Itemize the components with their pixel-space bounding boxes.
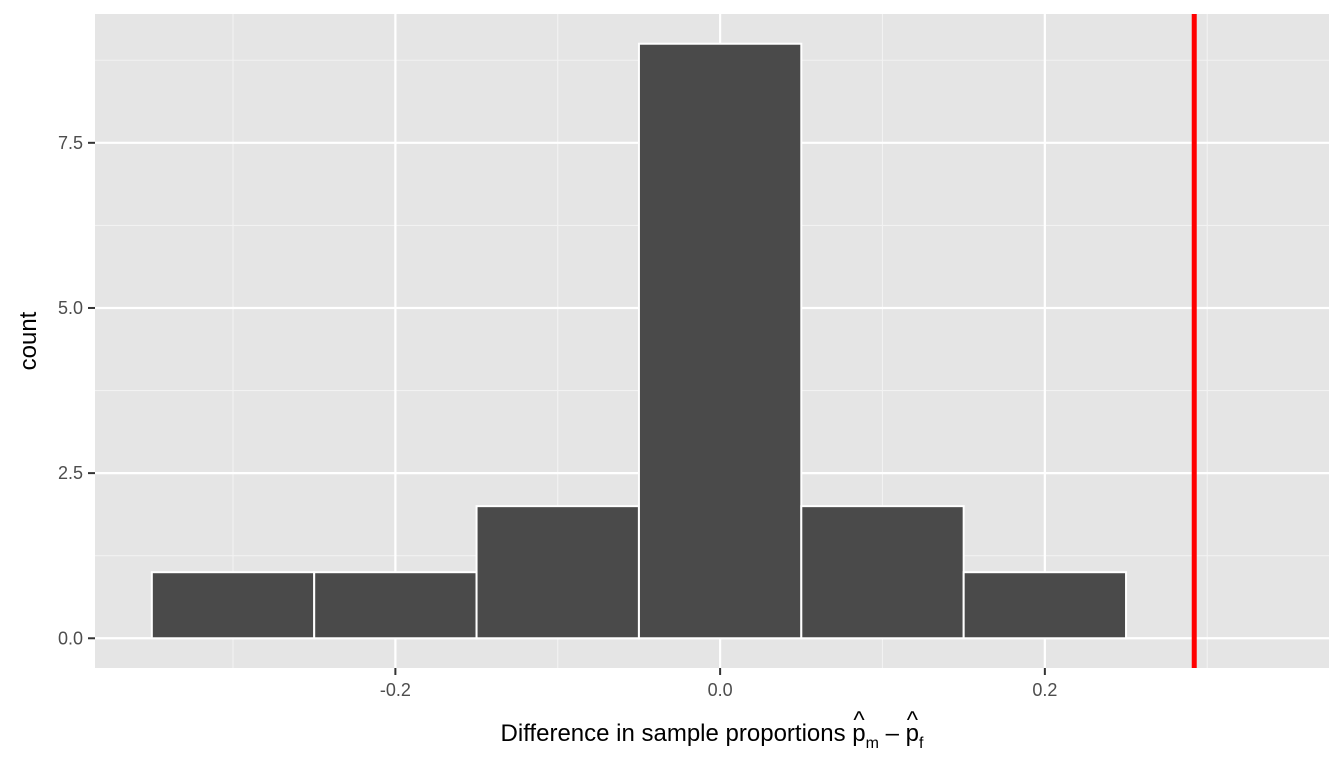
histogram-bar <box>150 571 316 640</box>
x-axis-title-hats: ^ ^ <box>853 707 918 734</box>
x-axis-title-p-f: p <box>906 720 919 747</box>
x-axis-title-operator: – <box>879 720 906 747</box>
y-tick-label: 7.5 <box>58 133 83 153</box>
y-axis-title: count <box>15 311 42 370</box>
y-tick-label: 2.5 <box>58 463 83 483</box>
histogram-bar <box>313 571 478 640</box>
histogram-bar <box>637 42 803 640</box>
hat-accent: ^ <box>907 707 919 734</box>
x-axis-title: Difference in sample proportions pm – pf <box>501 720 924 752</box>
histogram-bar <box>962 571 1128 640</box>
x-axis: -0.2 0.0 0.2 <box>380 668 1057 700</box>
y-tick-label: 0.0 <box>58 628 83 648</box>
x-axis-title-p-m: p <box>852 720 865 747</box>
histogram-bars <box>150 42 1128 640</box>
y-axis: 0.0 2.5 5.0 7.5 <box>58 133 95 648</box>
histogram-bar <box>800 505 965 640</box>
x-tick-label: 0.2 <box>1032 680 1057 700</box>
histogram-bar <box>475 505 640 640</box>
x-axis-title-prefix: Difference in sample proportions <box>501 720 853 747</box>
y-tick-label: 5.0 <box>58 298 83 318</box>
x-tick-label: 0.0 <box>708 680 733 700</box>
x-axis-title-sub-m: m <box>866 735 879 752</box>
hat-accent: ^ <box>853 707 865 734</box>
x-tick-label: -0.2 <box>380 680 411 700</box>
x-axis-title-sub-f: f <box>919 735 924 752</box>
